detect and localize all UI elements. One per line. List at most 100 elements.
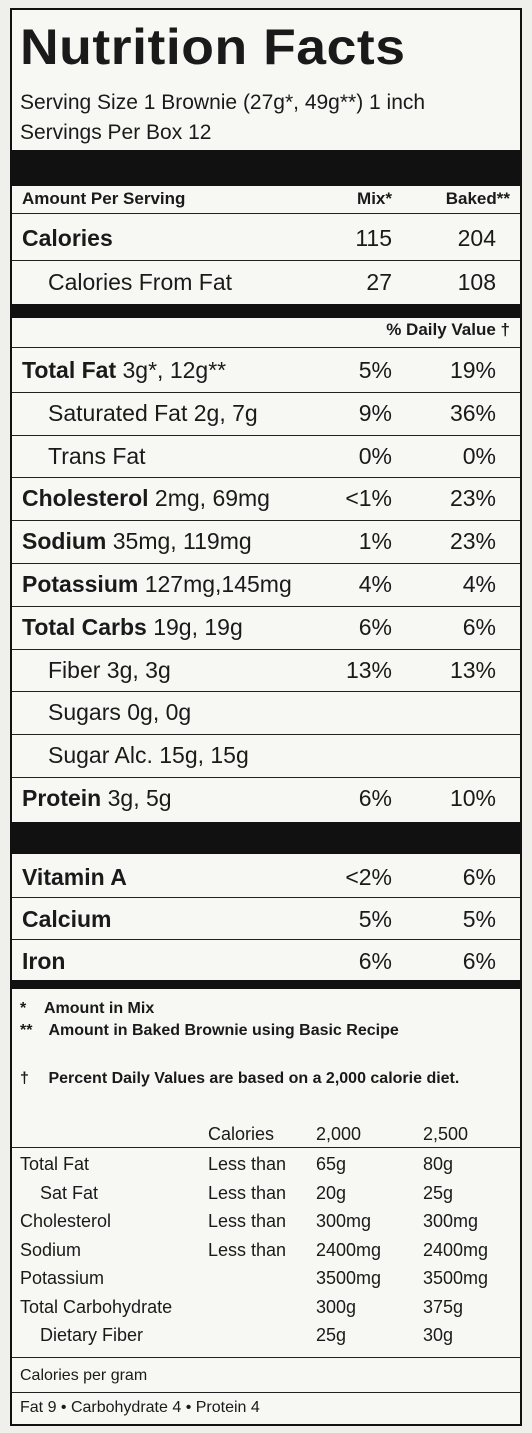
nutrient-amount: 15g, 15g bbox=[152, 742, 249, 769]
vitamin-baked-dv: 5% bbox=[462, 906, 496, 932]
divider bbox=[12, 347, 520, 348]
serving-size: Serving Size 1 Brownie (27g*, 49g**) 1 i… bbox=[20, 91, 426, 114]
divider bbox=[12, 391, 520, 393]
baked-column-header: Baked** bbox=[445, 189, 510, 208]
nutrient-row: Sugar Alc. 15g, 15g bbox=[12, 735, 520, 775]
vitamin-baked-dv: 6% bbox=[462, 864, 496, 890]
nutrient-name: Sodium bbox=[22, 528, 107, 555]
amount-per-serving-header: Amount Per Serving bbox=[22, 189, 186, 208]
dv-row-2000: 20g bbox=[316, 1182, 347, 1203]
dv-row-name: Dietary Fiber bbox=[40, 1325, 144, 1345]
dv-row-2500: 375g bbox=[423, 1296, 464, 1317]
nutrient-baked-dv: 0% bbox=[462, 442, 496, 469]
nutrient-baked-dv: 23% bbox=[449, 528, 496, 555]
nutrient-label: Sodium 35mg, 119mg bbox=[22, 530, 252, 553]
nutrient-row: Fiber 3g, 3g 13% 13% bbox=[12, 650, 520, 690]
vitamin-mix-dv: 5% bbox=[358, 906, 392, 932]
dv-header-2500: 2,500 bbox=[423, 1124, 469, 1144]
nutrient-name: Sugars bbox=[48, 699, 121, 726]
divider bbox=[12, 691, 520, 693]
nutrient-label: Potassium 127mg,145mg bbox=[22, 573, 292, 596]
vitamin-row: Calcium 5% 5% bbox=[12, 899, 520, 939]
nutrient-label: Trans Fat bbox=[48, 444, 146, 468]
nutrient-baked-dv: 13% bbox=[449, 656, 496, 683]
nutrient-name: Total Fat bbox=[22, 357, 117, 383]
medium-divider bbox=[12, 304, 520, 318]
calories-baked: 204 bbox=[457, 225, 496, 251]
vitamin-name: Vitamin A bbox=[22, 864, 127, 890]
footnote-baked: ** Amount in Baked Brownie using Basic R… bbox=[20, 1022, 399, 1039]
nutrient-row: Sodium 35mg, 119mg 1% 23% bbox=[12, 521, 520, 561]
dv-header-calories: Calories bbox=[208, 1124, 275, 1144]
nutrient-name: Saturated Fat bbox=[48, 399, 188, 426]
nutrient-mix-dv: 1% bbox=[358, 528, 392, 555]
nutrient-label: Cholesterol 2mg, 69mg bbox=[22, 487, 270, 510]
footnote-daily-value: † Percent Daily Values are based on a 2,… bbox=[20, 1070, 460, 1087]
nutrient-mix-dv: <1% bbox=[345, 485, 392, 512]
nutrient-baked-dv: 19% bbox=[449, 357, 496, 383]
nutrient-row: Total Carbs 19g, 19g 6% 6% bbox=[12, 607, 520, 647]
dv-row-2500: 80g bbox=[423, 1154, 454, 1174]
thick-divider bbox=[12, 150, 520, 186]
divider bbox=[12, 777, 520, 778]
divider bbox=[12, 939, 520, 940]
vitamin-row: Iron 6% 6% bbox=[12, 941, 520, 981]
divider bbox=[12, 897, 520, 898]
dv-header-2000: 2,000 bbox=[316, 1124, 362, 1144]
nutrient-name: Sugar Alc. bbox=[48, 742, 153, 769]
nutrient-name: Potassium bbox=[22, 571, 139, 597]
dv-row-qualifier: Less than bbox=[208, 1182, 287, 1203]
nutrient-label: Saturated Fat 2g, 7g bbox=[48, 399, 258, 426]
vitamin-baked-dv: 6% bbox=[462, 948, 496, 974]
nutrient-amount: 3g, 3g bbox=[100, 656, 171, 683]
nutrient-mix-dv: 0% bbox=[358, 442, 392, 469]
dv-row-name: Potassium bbox=[20, 1268, 105, 1288]
calories-from-fat-label: Calories From Fat bbox=[48, 269, 233, 295]
divider bbox=[12, 1392, 520, 1393]
vitamin-row: Vitamin A <2% 6% bbox=[12, 857, 520, 897]
label-title: Nutrition Facts bbox=[20, 19, 406, 75]
divider bbox=[12, 1147, 520, 1148]
divider bbox=[12, 434, 520, 436]
nutrient-row: Potassium 127mg,145mg 4% 4% bbox=[12, 564, 520, 604]
nutrient-row: Cholesterol 2mg, 69mg <1% 23% bbox=[12, 478, 520, 518]
dv-row-2000: 65g bbox=[316, 1154, 347, 1174]
nutrient-row: Trans Fat 0% 0% bbox=[12, 436, 520, 476]
nutrient-name: Fiber bbox=[48, 656, 101, 683]
dv-row-2000: 300mg bbox=[316, 1211, 372, 1231]
calories-mix: 115 bbox=[355, 225, 392, 251]
nutrient-mix-dv: 6% bbox=[358, 613, 392, 640]
nutrient-row: Sugars 0g, 0g bbox=[12, 692, 520, 732]
daily-value-header: % Daily Value † bbox=[386, 320, 510, 339]
nutrient-label: Total Carbs 19g, 19g bbox=[22, 615, 243, 639]
nutrient-amount: 3g, 5g bbox=[101, 785, 172, 811]
nutrient-mix-dv: 13% bbox=[345, 656, 392, 683]
divider bbox=[12, 605, 520, 607]
nutrient-label: Fiber 3g, 3g bbox=[48, 656, 171, 683]
dv-row-name: Total Fat bbox=[20, 1154, 90, 1174]
dv-row-qualifier: Less than bbox=[208, 1239, 287, 1260]
calories-per-gram-label: Calories per gram bbox=[20, 1367, 148, 1384]
nutrient-mix-dv: 9% bbox=[358, 399, 392, 426]
dv-row-name: Total Carbohydrate bbox=[20, 1296, 173, 1317]
dv-row-2000: 300g bbox=[316, 1296, 357, 1317]
nutrient-mix-dv: 6% bbox=[358, 785, 392, 811]
nutrient-baked-dv: 36% bbox=[449, 399, 496, 426]
nutrient-name: Protein bbox=[22, 785, 102, 811]
nutrition-label: Nutrition Facts Serving Size 1 Brownie (… bbox=[10, 8, 522, 1426]
dv-row-qualifier: Less than bbox=[208, 1154, 287, 1174]
nutrient-baked-dv: 10% bbox=[449, 785, 496, 811]
nutrient-name: Cholesterol bbox=[22, 485, 149, 512]
nutrient-baked-dv: 23% bbox=[449, 485, 496, 512]
nutrient-amount: 35mg, 119mg bbox=[106, 528, 252, 555]
nutrient-amount: 127mg,145mg bbox=[138, 571, 292, 597]
divider bbox=[12, 734, 520, 736]
footnote-mix: * Amount in Mix bbox=[20, 1000, 155, 1017]
divider bbox=[12, 563, 520, 564]
nutrient-mix-dv: 5% bbox=[358, 357, 392, 383]
dv-row-name: Sodium bbox=[20, 1239, 82, 1260]
calories-from-fat-baked: 108 bbox=[457, 269, 496, 295]
nutrient-label: Total Fat 3g*, 12g** bbox=[22, 359, 226, 382]
calories-row: Calories 115 204 bbox=[12, 218, 520, 258]
dv-row-2000: 2400mg bbox=[316, 1239, 382, 1260]
